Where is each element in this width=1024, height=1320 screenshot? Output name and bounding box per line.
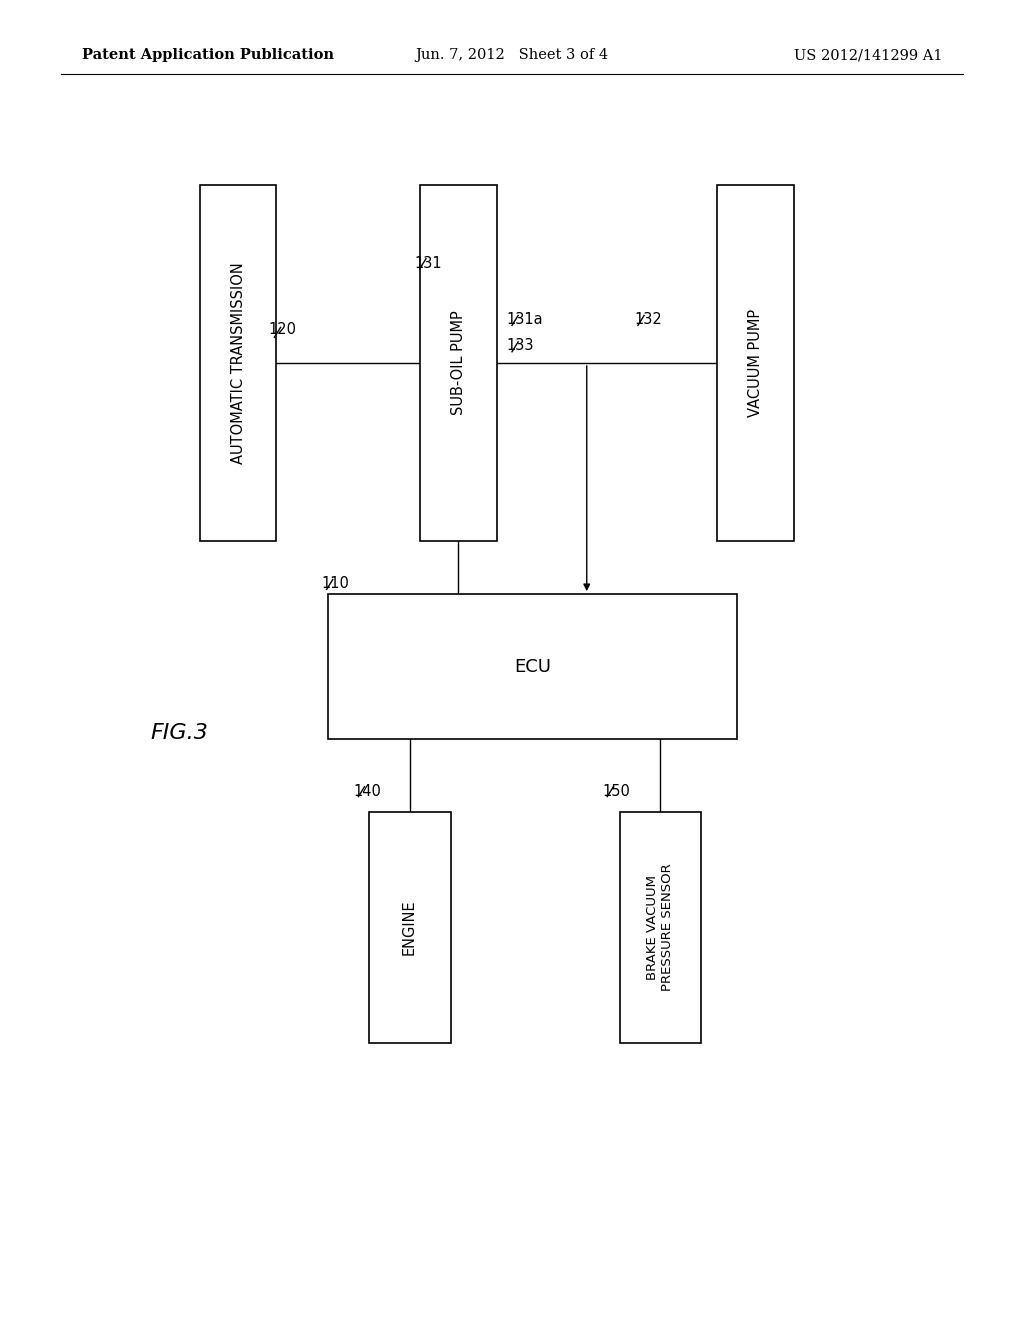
Text: AUTOMATIC TRANSMISSION: AUTOMATIC TRANSMISSION	[230, 263, 246, 463]
Bar	[620, 812, 701, 1043]
Bar	[369, 812, 451, 1043]
Text: 150: 150	[602, 784, 630, 800]
Text: 120: 120	[268, 322, 296, 338]
Text: Patent Application Publication: Patent Application Publication	[82, 49, 334, 62]
Text: SUB-OIL PUMP: SUB-OIL PUMP	[451, 310, 466, 416]
Text: Jun. 7, 2012   Sheet 3 of 4: Jun. 7, 2012 Sheet 3 of 4	[416, 49, 608, 62]
Text: FIG.3: FIG.3	[151, 722, 208, 743]
Text: US 2012/141299 A1: US 2012/141299 A1	[794, 49, 942, 62]
Bar	[420, 185, 497, 541]
Text: VACUUM PUMP: VACUUM PUMP	[748, 309, 763, 417]
Text: ENGINE: ENGINE	[402, 899, 417, 956]
Text: 132: 132	[635, 312, 663, 327]
Bar	[328, 594, 737, 739]
Bar	[200, 185, 276, 541]
Text: 131a: 131a	[507, 312, 544, 327]
Text: 140: 140	[353, 784, 381, 800]
Text: 133: 133	[507, 338, 535, 354]
Bar	[717, 185, 794, 541]
Text: BRAKE VACUUM
PRESSURE SENSOR: BRAKE VACUUM PRESSURE SENSOR	[646, 863, 675, 991]
Text: ECU: ECU	[514, 657, 551, 676]
Text: 131: 131	[415, 256, 442, 272]
Text: 110: 110	[322, 576, 349, 591]
